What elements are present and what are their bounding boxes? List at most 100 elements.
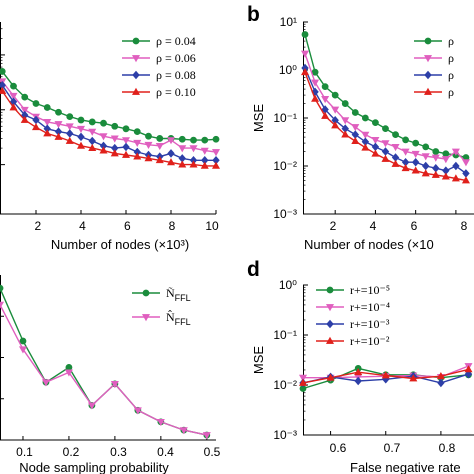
data-point-s0-4 [43,104,51,111]
data-point-s3-6 [464,365,473,373]
panel-c: 0.1 0.2 0.3 0.4 0.5 Node sampling probab… [0,275,221,474]
data-point-s3-4 [43,129,52,137]
legend-label-2: ρ = 0.08 [156,68,196,82]
d-ylabel: MSE [251,346,266,375]
legend-label-0: ρ = 0.04 [156,34,196,48]
c-xtick-01: 0.1 [16,445,33,459]
data-point-s1-3 [331,106,340,114]
data-point-s1-14 [155,142,164,151]
legend-label-3: ρ [448,85,454,99]
data-point-s2-11 [411,157,420,167]
c-xtick-05: 0.5 [204,445,221,459]
series-line-1 [0,304,207,436]
data-point-s3-0 [300,67,310,76]
legend-marker-1 [131,55,141,63]
data-point-s1-13 [144,141,153,149]
data-point-s1-14 [441,156,450,164]
legend-marker-1 [141,314,151,322]
b-ytick-m1: 10⁻¹ [273,111,297,125]
data-point-s2-5 [437,378,445,388]
data-point-s1-1 [18,346,27,354]
data-point-s3-1 [311,94,320,102]
data-point-s3-5 [54,132,63,140]
data-point-s1-6 [133,407,142,415]
data-point-s1-1 [311,79,320,87]
data-point-s3-0 [298,378,308,386]
b-xlabel: Number of nodes (×10 [304,237,434,252]
data-point-s3-8 [381,154,390,162]
a-xtick-6: 6 [124,219,131,233]
data-point-s3-11 [121,150,131,158]
d-xlabel: False negative rate [350,460,461,474]
data-point-s3-10 [401,163,410,172]
data-point-s1-3 [64,369,73,377]
data-point-s3-3 [331,121,340,129]
legend-label-0: ÑFFL [166,286,191,303]
legend-marker-3 [423,87,433,95]
data-point-s1-6 [361,131,370,139]
data-point-s1-9 [99,133,108,141]
d-ytick-m3: 10⁻³ [273,428,297,442]
d-ytick-m2: 10⁻² [273,378,297,392]
legend-label-3: r+=10⁻² [350,334,390,348]
data-point-s3-9 [391,159,400,167]
data-point-s0-13 [145,132,152,140]
b-ytick-1: 10¹ [280,15,297,29]
data-point-s0-13 [432,148,440,155]
b-ytick-0: 10⁰ [279,63,297,77]
d-xtick-06: 0.6 [330,441,347,455]
data-point-s1-5 [351,124,360,132]
data-point-s1-9 [202,432,211,440]
legend-marker-2 [326,319,334,329]
a-xlabel: Number of nodes (×10³) [51,237,189,252]
b-ytick-m2: 10⁻² [273,159,297,173]
legend-label-1: r+=10⁻⁴ [350,300,390,314]
data-point-s3-13 [431,170,440,178]
data-point-s2-12 [422,161,430,171]
data-point-s1-7 [156,418,165,427]
data-point-s1-16 [178,145,187,153]
data-point-s0-16 [178,135,186,143]
b-xtick-4: 4 [370,219,377,233]
data-point-s3-18 [200,161,209,169]
data-point-s3-7 [76,141,86,149]
data-point-s3-4 [341,130,350,138]
d-xtick-08: 0.8 [439,441,456,455]
data-point-s0-6 [66,113,74,121]
legend-label-2: ρ [448,68,454,82]
legend-label-1: N̂FFL [166,310,191,327]
legend-label-2: r+=10⁻³ [350,317,390,331]
data-point-s3-11 [411,166,420,174]
data-point-s0-3 [32,100,40,107]
data-point-s0-0 [301,31,309,38]
c-xlabel: Node sampling probability [19,460,169,474]
b-ylabel: MSE [251,104,266,133]
data-point-s0-12 [133,128,141,136]
legend-marker-2 [424,70,432,80]
b-xtick-6: 6 [411,219,418,233]
data-point-s0-1 [10,82,17,90]
data-point-s0-0 [0,68,6,75]
data-point-s3-3 [381,371,390,379]
a-xtick-10: 10 [205,219,219,233]
data-point-s1-7 [76,125,86,134]
data-point-s0-5 [55,108,62,116]
data-point-s0-11 [412,139,420,147]
data-point-s1-13 [431,154,440,162]
data-point-s1-12 [133,139,142,148]
data-point-s0-14 [442,150,450,158]
data-point-s2-15 [167,149,175,158]
a-xtick-2: 2 [34,219,41,233]
data-point-s3-2 [20,115,29,123]
data-point-s3-8 [88,143,97,152]
b-xtick-2: 2 [330,219,337,233]
panel-d-letter: d [247,258,260,281]
data-point-s1-8 [179,427,188,435]
data-point-s3-1 [9,103,18,111]
legend-marker-1 [325,304,335,312]
data-point-s0-10 [402,136,409,144]
data-point-s3-1 [326,373,335,381]
c-xtick-02: 0.2 [63,445,80,459]
data-point-s2-8 [88,136,96,146]
data-point-s1-7 [371,136,380,145]
